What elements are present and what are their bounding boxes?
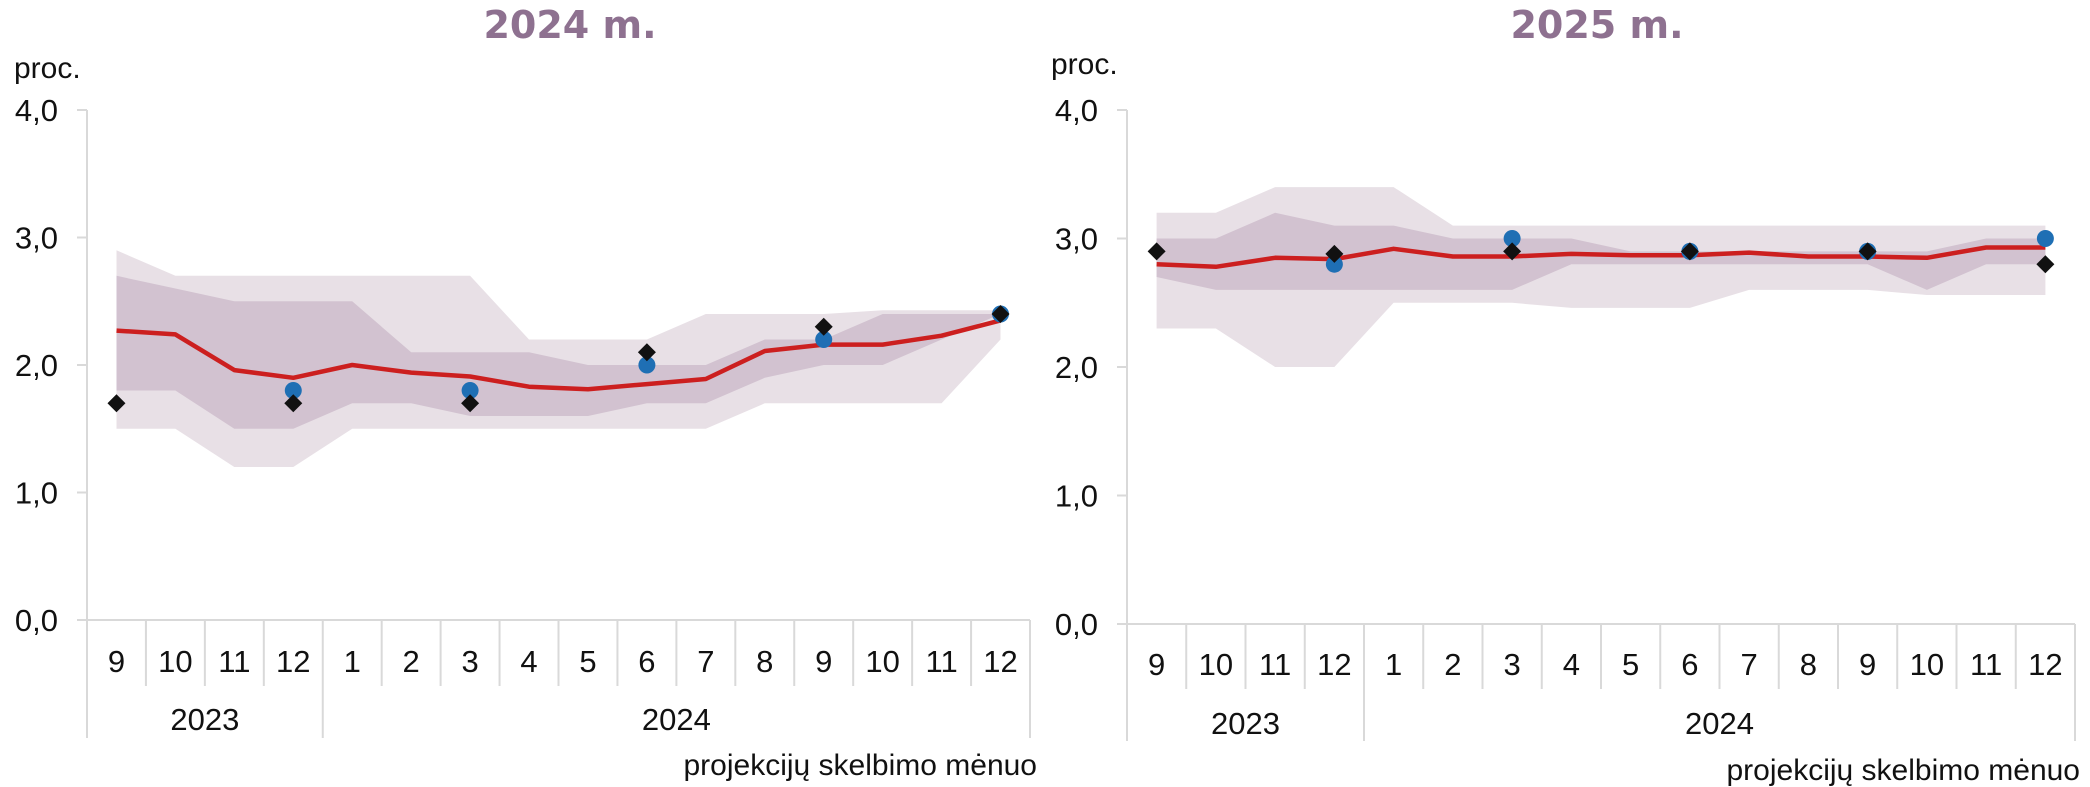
x-tick-label: 5 [579, 644, 596, 679]
y-tick-label: 3,0 [1055, 222, 1098, 257]
series-diamond-point [284, 394, 303, 413]
y-tick-label: 1,0 [1055, 479, 1098, 514]
x-tick-label: 8 [756, 644, 773, 679]
series-circle-point [1325, 255, 1343, 273]
series-diamond-point [1325, 244, 1344, 263]
uncertainty-band-inner [116, 275, 1001, 429]
chart-title: 2024 m. [483, 3, 656, 47]
x-tick-label: 10 [1199, 647, 1233, 682]
x-tick-label: 6 [1681, 647, 1698, 682]
x-tick-label: 3 [461, 644, 478, 679]
y-tick-label: 4,0 [15, 93, 58, 128]
x-axis-label: projekcijų skelbimo mėnuo [684, 749, 1038, 782]
y-axis-label: proc. [14, 52, 81, 85]
series-diamond-point [991, 305, 1010, 323]
x-tick-label: 9 [108, 644, 125, 679]
x-axis-label: projekcijų skelbimo mėnuo [1727, 754, 2081, 787]
x-tick-label: 9 [1859, 647, 1876, 682]
series-diamond-point [814, 317, 833, 336]
x-tick-label: 5 [1622, 647, 1639, 682]
series-circle-point [1503, 230, 1521, 247]
x-tick-label: 4 [520, 644, 537, 679]
y-tick-label: 2,0 [15, 348, 58, 383]
series-circle-point [284, 382, 302, 399]
series-diamond-point [1858, 242, 1877, 261]
x-tick-label: 3 [1504, 647, 1521, 682]
x-tick-label: 1 [344, 644, 361, 679]
series-circle-point [815, 331, 833, 348]
x-year-label: 2024 [1685, 706, 1754, 741]
series-circle-point [461, 382, 479, 399]
x-tick-label: 6 [638, 644, 655, 679]
x-tick-label: 7 [1741, 647, 1758, 682]
y-tick-label: 3,0 [15, 221, 58, 256]
series-diamond-point [1503, 242, 1522, 261]
series-diamond-point [1680, 242, 1699, 261]
y-tick-label: 0,0 [1055, 607, 1098, 642]
x-tick-label: 12 [1317, 647, 1351, 682]
x-year-label: 2024 [642, 702, 711, 737]
series-diamond-point [2036, 255, 2055, 274]
chart-panel-2: 2025 m.proc.0,01,02,03,04,09 10 11 12 1 2 3 4 5 6… [1051, 3, 2080, 787]
x-tick-label: 12 [983, 644, 1017, 679]
series-line [116, 318, 1002, 392]
series-diamond-point [637, 343, 656, 362]
x-tick-label: 9 [1148, 647, 1165, 682]
x-tick-label: 12 [276, 644, 310, 679]
series-diamond-point [461, 394, 480, 413]
x-tick-label: 11 [926, 644, 958, 679]
x-tick-label: 12 [2028, 647, 2062, 682]
x-tick-label: 10 [865, 644, 899, 679]
x-tick-label: 11 [218, 644, 250, 679]
x-tick-label: 8 [1800, 647, 1817, 682]
chart-panel-1: 2024 m.proc.0,01,02,03,04,09 10 11 12 1 2 3 4 5 6… [14, 3, 1037, 782]
y-tick-label: 1,0 [15, 476, 58, 511]
x-tick-label: 10 [158, 644, 192, 679]
series-diamond-point [1147, 242, 1166, 261]
x-tick-label: 2 [1444, 647, 1461, 682]
x-tick-label: 2 [403, 644, 420, 679]
series-circle-point [2036, 230, 2054, 247]
y-tick-label: 0,0 [15, 603, 58, 638]
y-tick-label: 4,0 [1055, 93, 1098, 128]
x-tick-label: 11 [1259, 647, 1291, 682]
series-diamond-point [107, 394, 126, 413]
series-circle-point [638, 356, 656, 374]
uncertainty-band-inner [1156, 212, 2046, 290]
x-year-label: 2023 [1211, 706, 1280, 741]
x-tick-label: 10 [1910, 647, 1944, 682]
x-tick-label: 11 [1970, 647, 2002, 682]
x-tick-label: 4 [1563, 647, 1580, 682]
series-line [1156, 245, 2046, 270]
x-year-label: 2023 [170, 702, 239, 737]
x-tick-label: 1 [1385, 647, 1402, 682]
chart-title: 2025 m. [1510, 3, 1683, 47]
x-tick-label: 7 [697, 644, 714, 679]
y-axis-label: proc. [1051, 48, 1118, 81]
y-tick-label: 2,0 [1055, 350, 1098, 385]
x-tick-label: 9 [815, 644, 832, 679]
